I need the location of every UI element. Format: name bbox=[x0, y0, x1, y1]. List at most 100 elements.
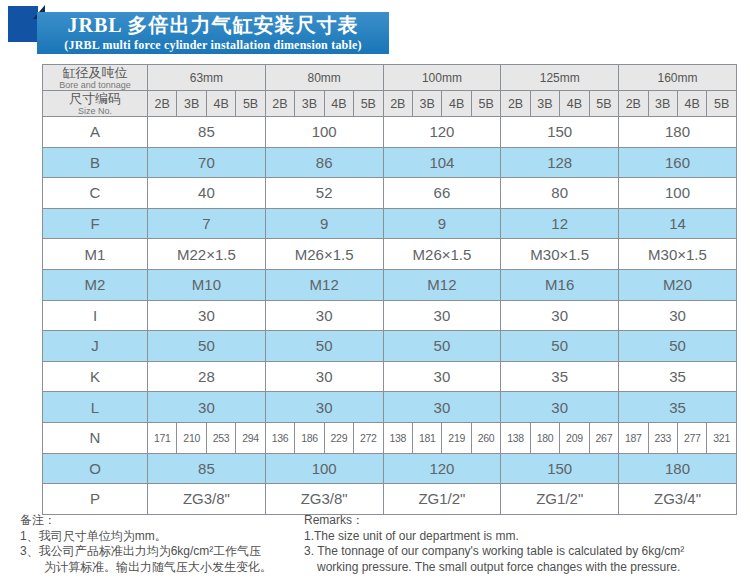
value-cell: ZG1/2" bbox=[501, 484, 619, 515]
table-row-m2: M2M10M12M12M16M20 bbox=[43, 269, 737, 300]
value-cell: 30 bbox=[148, 392, 266, 423]
value-cell: 120 bbox=[383, 117, 501, 148]
row-label: L bbox=[43, 392, 148, 423]
value-cell: 120 bbox=[383, 453, 501, 484]
dimension-table: 缸径及吨位 Bore and tonnage 63mm80mm100mm125m… bbox=[42, 64, 737, 515]
header-size-cell: 2B bbox=[383, 91, 412, 117]
value-cell: 160 bbox=[619, 147, 737, 178]
value-cell: 321 bbox=[707, 422, 736, 453]
row-label: B bbox=[43, 147, 148, 178]
value-cell: 85 bbox=[148, 117, 266, 148]
value-cell: 50 bbox=[265, 331, 383, 362]
table-row-k: K2830303535 bbox=[43, 361, 737, 392]
page-subtitle: (JRBL multi force cylinder installation … bbox=[37, 38, 389, 52]
value-cell: 136 bbox=[265, 422, 294, 453]
value-cell: 260 bbox=[471, 422, 500, 453]
value-cell: M30×1.5 bbox=[619, 239, 737, 270]
value-cell: 210 bbox=[177, 422, 206, 453]
row-label: M1 bbox=[43, 239, 148, 270]
header-size-cell: 3B bbox=[530, 91, 559, 117]
table-row-i: I3030303030 bbox=[43, 300, 737, 331]
dimension-table-body: A85100120150180B7086104128160C4052668010… bbox=[43, 117, 737, 515]
value-cell: 9 bbox=[265, 208, 383, 239]
value-cell: 70 bbox=[148, 147, 266, 178]
row-label: M2 bbox=[43, 269, 148, 300]
page-title: JRBL 多倍出力气缸安装尺寸表 bbox=[37, 12, 389, 38]
table-row-j: J5050505050 bbox=[43, 331, 737, 362]
value-cell: ZG3/4" bbox=[619, 484, 737, 515]
value-cell: 28 bbox=[148, 361, 266, 392]
value-cell: 30 bbox=[619, 300, 737, 331]
notes-right-line3: working pressure. The small output force… bbox=[304, 560, 736, 576]
catalog-page: { "banner": { "title": "JRBL 多倍出力气缸安装尺寸表… bbox=[0, 0, 750, 585]
value-cell: 233 bbox=[648, 422, 677, 453]
header-group-cell: 63mm bbox=[148, 65, 266, 91]
value-cell: 294 bbox=[236, 422, 265, 453]
row-label: I bbox=[43, 300, 148, 331]
header-size-cell: 2B bbox=[619, 91, 648, 117]
value-cell: ZG3/8" bbox=[148, 484, 266, 515]
title-banner: JRBL 多倍出力气缸安装尺寸表 (JRBL multi force cylin… bbox=[37, 12, 389, 54]
value-cell: 30 bbox=[501, 392, 619, 423]
table-row-c: C40526680100 bbox=[43, 178, 737, 209]
value-cell: 12 bbox=[501, 208, 619, 239]
table-row-m1: M1M22×1.5M26×1.5M26×1.5M30×1.5M30×1.5 bbox=[43, 239, 737, 270]
row-label: A bbox=[43, 117, 148, 148]
value-cell: 30 bbox=[383, 392, 501, 423]
value-cell: 219 bbox=[442, 422, 471, 453]
value-cell: 100 bbox=[619, 178, 737, 209]
notes-left-line2: 3、我公司产品标准出力均为6kg/cm²工作气压 bbox=[20, 544, 304, 560]
value-cell: 30 bbox=[383, 361, 501, 392]
notes-left-title: 备注： bbox=[20, 513, 304, 529]
table-row-n: N171210253294136186229272138181219260138… bbox=[43, 422, 737, 453]
value-cell: M12 bbox=[383, 269, 501, 300]
value-cell: 186 bbox=[295, 422, 324, 453]
table-row-b: B7086104128160 bbox=[43, 147, 737, 178]
row-label: F bbox=[43, 208, 148, 239]
value-cell: 277 bbox=[677, 422, 706, 453]
corner-size-no: 尺寸编码 Size No. bbox=[43, 91, 148, 117]
value-cell: 50 bbox=[148, 331, 266, 362]
value-cell: 104 bbox=[383, 147, 501, 178]
value-cell: 267 bbox=[589, 422, 618, 453]
value-cell: 171 bbox=[148, 422, 177, 453]
value-cell: M20 bbox=[619, 269, 737, 300]
value-cell: 272 bbox=[354, 422, 383, 453]
value-cell: 7 bbox=[148, 208, 266, 239]
value-cell: M26×1.5 bbox=[265, 239, 383, 270]
value-cell: 40 bbox=[148, 178, 266, 209]
value-cell: 30 bbox=[265, 361, 383, 392]
value-cell: 180 bbox=[619, 117, 737, 148]
value-cell: 30 bbox=[148, 300, 266, 331]
corner-bore-tonnage-en: Bore and tonnage bbox=[43, 80, 147, 90]
footnotes-chinese: 备注： 1、我司尺寸单位均为mm。 3、我公司产品标准出力均为6kg/cm²工作… bbox=[20, 513, 304, 575]
value-cell: 50 bbox=[383, 331, 501, 362]
value-cell: 66 bbox=[383, 178, 501, 209]
row-label: K bbox=[43, 361, 148, 392]
value-cell: 138 bbox=[501, 422, 530, 453]
header-size-cell: 5B bbox=[707, 91, 736, 117]
header-group-cell: 125mm bbox=[501, 65, 619, 91]
value-cell: 50 bbox=[501, 331, 619, 362]
value-cell: ZG3/8" bbox=[265, 484, 383, 515]
value-cell: 128 bbox=[501, 147, 619, 178]
value-cell: M16 bbox=[501, 269, 619, 300]
table-header: 缸径及吨位 Bore and tonnage 63mm80mm100mm125m… bbox=[43, 65, 737, 117]
row-label: O bbox=[43, 453, 148, 484]
value-cell: 35 bbox=[619, 392, 737, 423]
value-cell: 253 bbox=[206, 422, 235, 453]
header-size-cell: 2B bbox=[148, 91, 177, 117]
corner-size-no-en: Size No. bbox=[43, 106, 147, 116]
header-size-cell: 4B bbox=[324, 91, 353, 117]
value-cell: 150 bbox=[501, 453, 619, 484]
corner-size-no-zh: 尺寸编码 bbox=[43, 92, 147, 106]
value-cell: 229 bbox=[324, 422, 353, 453]
value-cell: 100 bbox=[265, 117, 383, 148]
table-row-f: F7991214 bbox=[43, 208, 737, 239]
table-row-o: O85100120150180 bbox=[43, 453, 737, 484]
notes-left-line3: 为计算标准。输出力随气压大小发生变化。 bbox=[20, 560, 304, 576]
value-cell: 138 bbox=[383, 422, 412, 453]
header-size-cell: 5B bbox=[589, 91, 618, 117]
header-size-cell: 4B bbox=[677, 91, 706, 117]
row-label: C bbox=[43, 178, 148, 209]
